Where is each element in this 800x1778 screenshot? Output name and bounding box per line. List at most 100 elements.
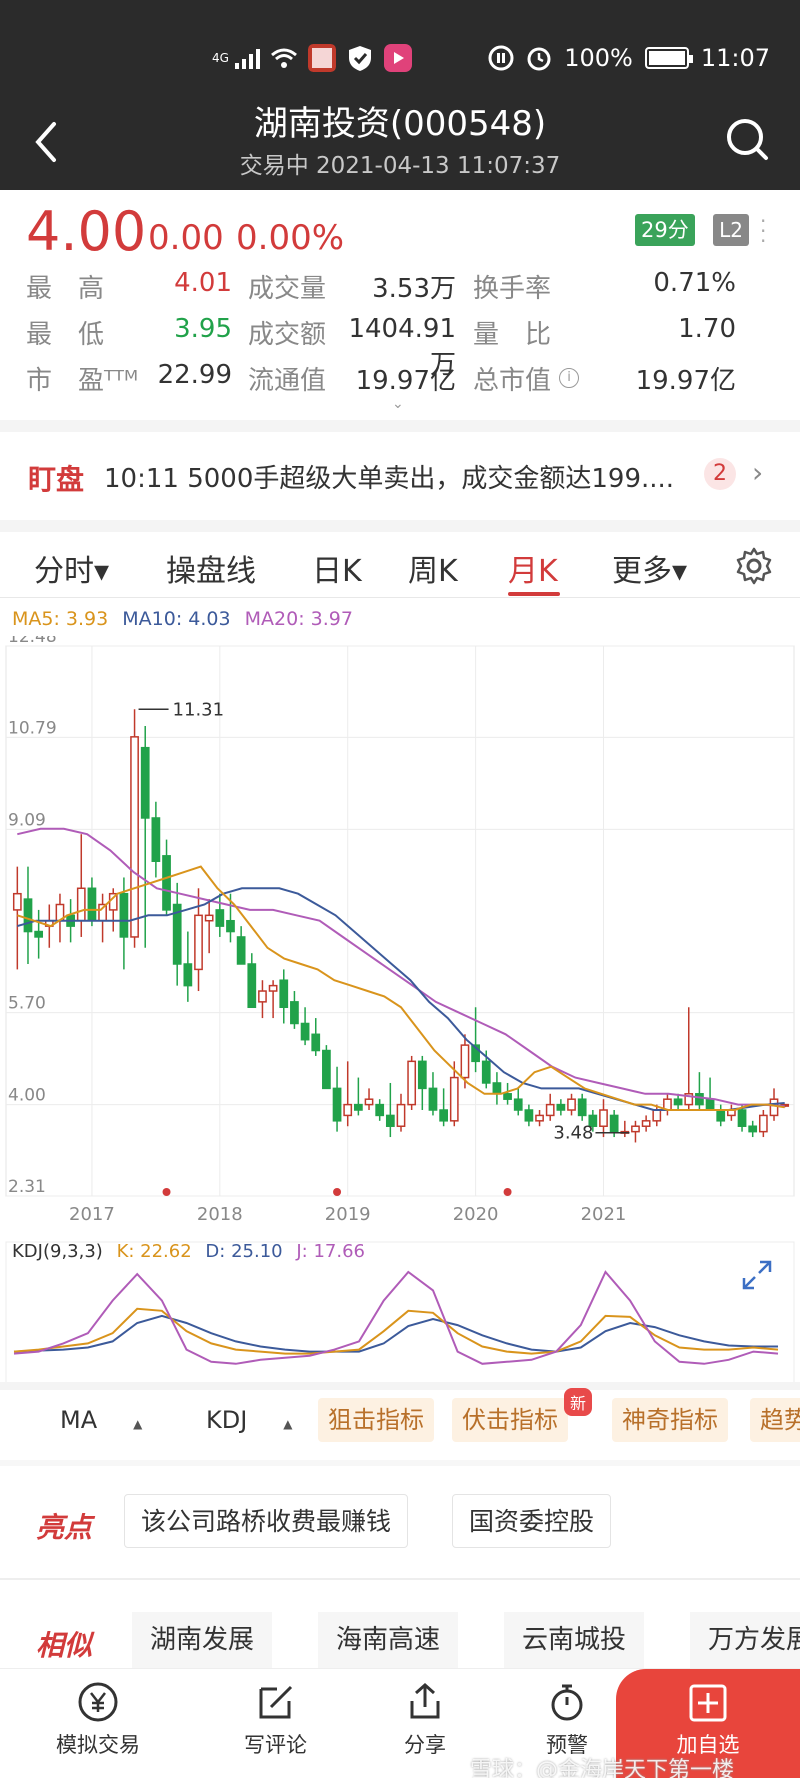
x-tick-label: 2021 — [581, 1204, 627, 1225]
expand-icon[interactable] — [740, 1258, 774, 1292]
candle-body — [684, 1093, 694, 1106]
alarm-icon — [527, 47, 551, 71]
similar-stock[interactable]: 湖南发展 — [132, 1612, 273, 1668]
divider — [0, 1578, 800, 1580]
gear-icon[interactable] — [734, 546, 774, 586]
top-bar: 4G 100% 11:07 湖南投资(000548) 交易中 2021-04-1… — [0, 0, 800, 190]
battery-percent: 100% — [564, 44, 633, 72]
share-button[interactable]: 分享 — [404, 1681, 446, 1759]
stat-label: 市 盈ᵀᵀᴹ — [26, 366, 139, 396]
similar-stock[interactable]: 云南城投 — [504, 1612, 645, 1668]
stat-label: 流通值 — [248, 366, 327, 396]
candle-body — [236, 936, 246, 965]
news-ticker[interactable]: 盯盘 10:11 5000手超级大单卖出，成交金额达199.... 2 › — [0, 430, 800, 520]
event-dot — [503, 1188, 512, 1196]
tab-monthly-k[interactable]: 月K — [508, 554, 558, 589]
candle-body — [119, 892, 129, 938]
ma10-value: MA10: 4.03 — [122, 608, 231, 630]
new-badge: 新 — [564, 1388, 593, 1416]
highlight-tag[interactable]: 国资委控股 — [452, 1494, 612, 1548]
tab-trading-line[interactable]: 操盘线 — [166, 554, 256, 589]
x-tick-label: 2018 — [197, 1204, 243, 1225]
more-dots-icon[interactable]: · · · — [760, 209, 767, 253]
ticker-count-badge: 2 — [704, 458, 736, 490]
candlestick-chart[interactable]: 12.48 10.79 9.09 5.70 4.00 2.31 2017 2018 2019 20… — [0, 636, 800, 1236]
stat-label: 成交额 — [248, 320, 327, 350]
kdj-label: KDJ(9,3,3) — [12, 1241, 103, 1262]
candle-body — [428, 1087, 438, 1111]
kdj-frame — [5, 1241, 795, 1385]
tab-daily-k[interactable]: 日K — [312, 554, 362, 589]
candle-body — [588, 1114, 598, 1127]
yen-coin-icon — [78, 1682, 118, 1722]
candle-body — [769, 1098, 779, 1117]
y-tick-label: 4.00 — [8, 1086, 46, 1106]
chevron-right-icon[interactable]: › — [752, 456, 764, 489]
ma-selector[interactable]: MA ▲ — [50, 1398, 152, 1442]
candle-body — [343, 1103, 353, 1117]
active-tab-indicator — [508, 592, 560, 596]
stat-value: 4.01 — [174, 268, 232, 298]
tab-weekly-k[interactable]: 周K — [408, 554, 458, 589]
alert-label: 预警 — [546, 1733, 588, 1757]
candle-body — [567, 1098, 576, 1111]
sniper-indicator[interactable]: 狙击指标 — [318, 1398, 434, 1442]
video-app-icon — [383, 44, 412, 72]
add-watchlist-button[interactable]: 加自选 — [616, 1669, 800, 1778]
kdj-selector[interactable]: KDJ ▲ — [196, 1398, 303, 1442]
back-arrow-icon[interactable] — [30, 118, 62, 166]
stat-value: 3.53万 — [372, 274, 456, 304]
candle-body — [471, 1044, 480, 1063]
ambush-indicator[interactable]: 伏击指标 — [452, 1398, 568, 1442]
candle-body — [353, 1103, 363, 1111]
kdj-d-line — [13, 1314, 778, 1353]
triangle-up-icon: ▲ — [133, 1417, 143, 1431]
sim-trade-button[interactable]: 模拟交易 — [56, 1681, 140, 1759]
app-notification-icon — [307, 44, 336, 72]
tab-more[interactable]: 更多▾ — [612, 554, 688, 589]
stopwatch-icon — [551, 1684, 583, 1721]
score-badge[interactable]: 29分 — [635, 214, 695, 246]
stat-value: 1404.91万 — [348, 314, 456, 380]
similar-stock[interactable]: 万方发展 — [690, 1612, 800, 1668]
search-icon[interactable] — [724, 116, 770, 162]
candle-body — [23, 898, 33, 933]
data-saver-icon — [488, 45, 514, 71]
info-icon[interactable]: i — [559, 368, 579, 388]
x-tick-label: 2020 — [453, 1204, 499, 1225]
candle-body — [215, 909, 225, 927]
share-icon — [410, 1682, 440, 1719]
comment-button[interactable]: 写评论 — [244, 1681, 307, 1759]
candle-body — [226, 919, 235, 933]
stat-value: 0.71% — [653, 268, 736, 298]
kdj-k-value: K: 22.62 — [116, 1241, 192, 1262]
y-tick-label: 2.31 — [8, 1177, 46, 1197]
highlights-label: 亮点 — [36, 1511, 93, 1544]
candle-body — [172, 903, 182, 965]
stat-value: 3.95 — [174, 314, 232, 344]
alert-button[interactable]: 预警 — [546, 1681, 588, 1759]
tab-intraday[interactable]: 分时▾ — [34, 554, 110, 589]
trend-indicator[interactable]: 趋势 — [750, 1398, 800, 1442]
candle-body — [162, 855, 171, 911]
magic-indicator[interactable]: 神奇指标 — [612, 1398, 728, 1442]
candle-body — [503, 1093, 512, 1100]
similar-stock[interactable]: 海南高速 — [318, 1612, 459, 1668]
stat-label: 量 比 — [473, 320, 552, 350]
candle-body — [631, 1125, 640, 1133]
expand-chevron-icon[interactable]: ⌄ — [392, 396, 404, 412]
candle-body — [460, 1044, 470, 1079]
page-title: 湖南投资(000548) — [253, 104, 547, 144]
candle-body — [716, 1109, 726, 1122]
y-tick-label: 10.79 — [8, 718, 57, 738]
highlight-tag[interactable]: 该公司路桥收费最赚钱 — [124, 1494, 409, 1548]
candle-body — [535, 1114, 544, 1122]
indicator-bar: MA ▲ KDJ ▲ 狙击指标 伏击指标 神奇指标 趋势 — [0, 1392, 800, 1452]
comment-label: 写评论 — [244, 1733, 307, 1757]
kdj-chart[interactable] — [0, 1234, 800, 1392]
stats-row: 最 低 3.95 成交额 1404.91万 量 比 1.70 — [26, 314, 776, 380]
l2-badge[interactable]: L2 — [713, 214, 749, 246]
watermark: 雪球：@金海岸天下第一楼 — [470, 1758, 735, 1778]
candle-body — [204, 914, 214, 922]
candle-body — [183, 963, 193, 987]
